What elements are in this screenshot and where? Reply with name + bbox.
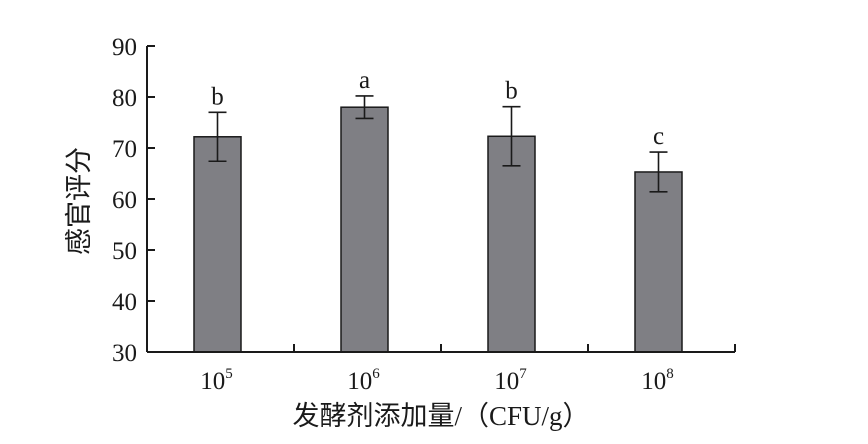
x-tick-label: 108 xyxy=(641,366,674,395)
bar xyxy=(634,171,683,353)
x-tick-label: 107 xyxy=(494,366,527,395)
x-tick-label-base: 10 xyxy=(494,368,519,395)
bar xyxy=(487,135,536,353)
significance-label: b xyxy=(505,78,518,105)
x-ticks-group: 105 106 107 108 xyxy=(200,344,736,395)
significance-label: c xyxy=(653,123,664,150)
x-tick-label-exponent: 7 xyxy=(519,366,527,382)
y-tick-label: 30 xyxy=(112,340,137,367)
y-tick-label: 50 xyxy=(112,238,137,265)
x-tick-label: 106 xyxy=(347,366,380,395)
y-tick-label: 90 xyxy=(112,34,137,61)
significance-label: a xyxy=(359,67,370,94)
y-axis-label: 感官评分 xyxy=(64,147,94,255)
bar xyxy=(193,136,242,353)
x-tick-label-base: 10 xyxy=(347,368,372,395)
y-tick-label: 60 xyxy=(112,187,137,214)
x-tick-label-exponent: 6 xyxy=(372,366,380,382)
bars-group xyxy=(193,106,683,353)
y-tick-label: 70 xyxy=(112,136,137,163)
error-bars-group xyxy=(208,95,668,193)
y-tick-label: 40 xyxy=(112,289,137,316)
x-tick-label: 105 xyxy=(200,366,233,395)
x-axis-label: 发酵剂添加量/（CFU/g） xyxy=(292,401,589,431)
x-tick-label-exponent: 5 xyxy=(225,366,233,382)
x-tick-label-base: 10 xyxy=(200,368,225,395)
significance-label: b xyxy=(211,83,224,110)
significance-labels-group: b a b c xyxy=(211,67,664,150)
y-tick-label: 80 xyxy=(112,85,137,112)
x-tick-label-exponent: 8 xyxy=(666,366,674,382)
y-ticks-group: 30 40 50 60 70 80 90 xyxy=(112,34,155,367)
x-tick-label-base: 10 xyxy=(641,368,666,395)
bar xyxy=(340,106,389,353)
